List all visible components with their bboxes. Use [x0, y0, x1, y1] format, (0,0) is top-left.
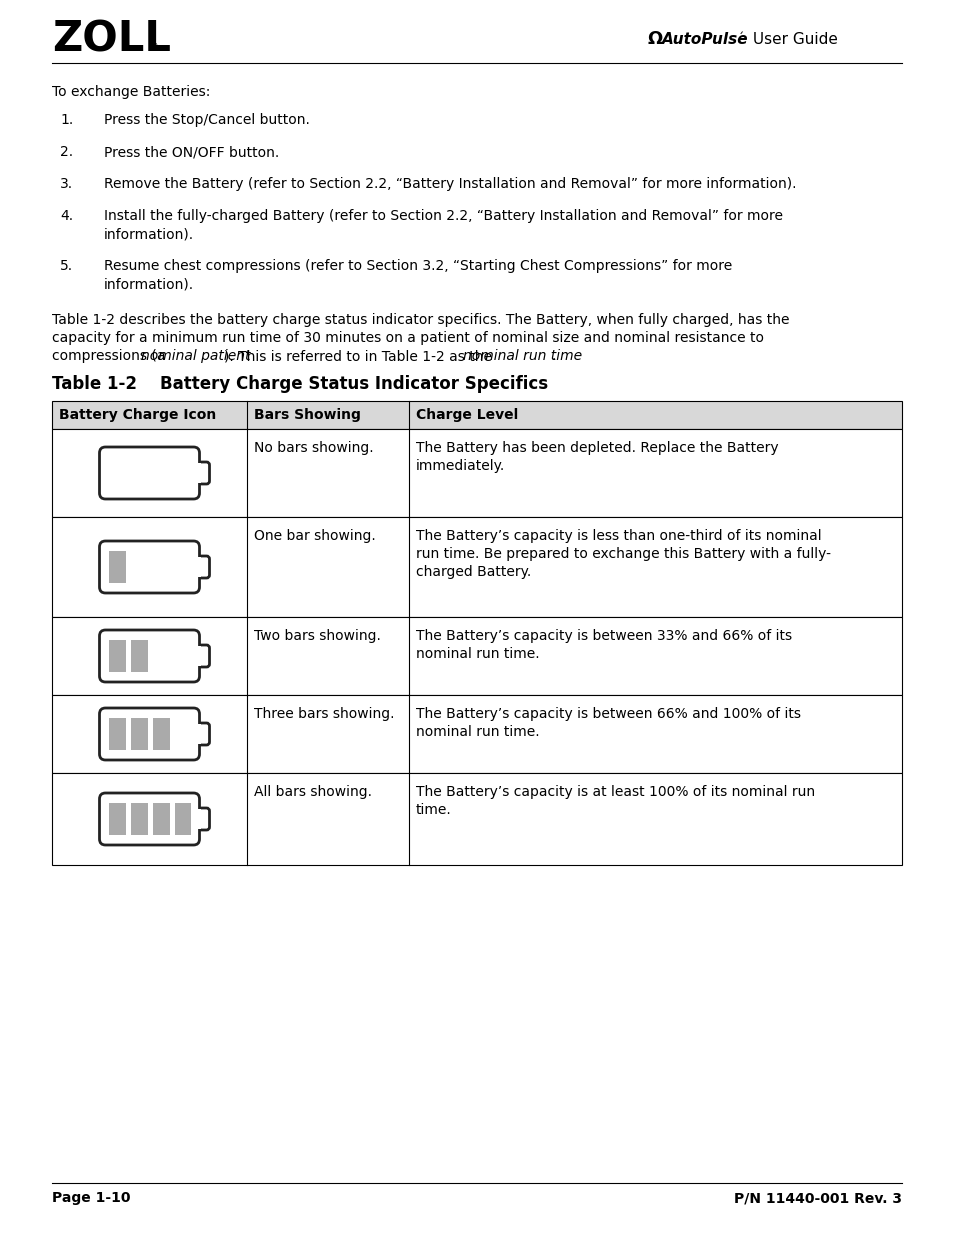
Text: time.: time.: [416, 803, 452, 818]
Text: Battery Charge Icon: Battery Charge Icon: [59, 408, 216, 422]
Text: The Battery’s capacity is less than one-third of its nominal: The Battery’s capacity is less than one-…: [416, 529, 821, 543]
Text: Page 1-10: Page 1-10: [52, 1191, 131, 1205]
Text: nominal run time.: nominal run time.: [416, 647, 539, 661]
Text: run time. Be prepared to exchange this Battery with a fully-: run time. Be prepared to exchange this B…: [416, 547, 830, 561]
Bar: [198, 463, 201, 483]
Text: The Battery’s capacity is at least 100% of its nominal run: The Battery’s capacity is at least 100% …: [416, 785, 814, 799]
Text: 4.: 4.: [60, 209, 73, 224]
Bar: [174, 804, 192, 835]
FancyBboxPatch shape: [198, 556, 210, 578]
FancyBboxPatch shape: [99, 793, 199, 845]
Text: 5.: 5.: [60, 259, 73, 273]
Bar: [132, 641, 148, 672]
Text: The Battery’s capacity is between 33% and 66% of its: The Battery’s capacity is between 33% an…: [416, 629, 791, 643]
Text: AutoPulse: AutoPulse: [661, 32, 748, 47]
Text: immediately.: immediately.: [416, 459, 505, 473]
FancyBboxPatch shape: [99, 708, 199, 760]
Text: .: .: [551, 350, 556, 363]
Bar: [52, 618, 901, 695]
FancyBboxPatch shape: [198, 722, 210, 745]
FancyBboxPatch shape: [99, 541, 199, 593]
Text: Press the Stop/Cancel button.: Press the Stop/Cancel button.: [104, 112, 310, 127]
FancyBboxPatch shape: [198, 462, 210, 484]
Bar: [110, 641, 126, 672]
Bar: [110, 719, 126, 750]
Bar: [152, 804, 170, 835]
Text: Resume chest compressions (refer to Section 3.2, “Starting Chest Compressions” f: Resume chest compressions (refer to Sect…: [104, 259, 732, 273]
Text: P/N 11440-001 Rev. 3: P/N 11440-001 Rev. 3: [733, 1191, 901, 1205]
Bar: [52, 695, 901, 773]
FancyBboxPatch shape: [198, 645, 210, 667]
Text: nominal run time: nominal run time: [462, 350, 581, 363]
Text: User Guide: User Guide: [747, 32, 837, 47]
Text: The Battery has been depleted. Replace the Battery: The Battery has been depleted. Replace t…: [416, 441, 778, 454]
Text: Bars Showing: Bars Showing: [253, 408, 360, 422]
Text: ZOLL: ZOLL: [52, 19, 171, 61]
Text: Three bars showing.: Three bars showing.: [253, 706, 395, 721]
Text: compressions (a: compressions (a: [52, 350, 170, 363]
Text: nominal patient: nominal patient: [141, 350, 250, 363]
Bar: [152, 719, 170, 750]
Text: Ω: Ω: [647, 30, 662, 48]
Text: The Battery’s capacity is between 66% and 100% of its: The Battery’s capacity is between 66% an…: [416, 706, 801, 721]
Bar: [52, 429, 901, 517]
Text: capacity for a minimum run time of 30 minutes on a patient of nominal size and n: capacity for a minimum run time of 30 mi…: [52, 331, 763, 345]
Bar: [52, 773, 901, 864]
Text: Remove the Battery (refer to Section 2.2, “Battery Installation and Removal” for: Remove the Battery (refer to Section 2.2…: [104, 177, 796, 191]
Bar: [132, 719, 148, 750]
FancyBboxPatch shape: [198, 808, 210, 830]
Text: nominal run time.: nominal run time.: [416, 725, 539, 739]
Bar: [198, 646, 201, 666]
Text: Table 1-2 describes the battery charge status indicator specifics. The Battery, : Table 1-2 describes the battery charge s…: [52, 312, 789, 327]
Text: 3.: 3.: [60, 177, 73, 191]
Text: All bars showing.: All bars showing.: [253, 785, 372, 799]
Bar: [132, 804, 148, 835]
Text: ). This is referred to in Table 1-2 as the: ). This is referred to in Table 1-2 as t…: [224, 350, 496, 363]
FancyBboxPatch shape: [99, 447, 199, 499]
Text: Charge Level: Charge Level: [416, 408, 517, 422]
Text: No bars showing.: No bars showing.: [253, 441, 374, 454]
Text: 2.: 2.: [60, 144, 73, 159]
Text: Two bars showing.: Two bars showing.: [253, 629, 380, 643]
Text: ®: ®: [148, 42, 159, 52]
Bar: [52, 517, 901, 618]
Text: Table 1-2    Battery Charge Status Indicator Specifics: Table 1-2 Battery Charge Status Indicato…: [52, 375, 548, 393]
Bar: [110, 804, 126, 835]
Bar: [52, 401, 901, 429]
Text: charged Battery.: charged Battery.: [416, 564, 531, 579]
Text: information).: information).: [104, 277, 193, 291]
Bar: [198, 809, 201, 829]
Text: Install the fully-charged Battery (refer to Section 2.2, “Battery Installation a: Install the fully-charged Battery (refer…: [104, 209, 782, 224]
Text: information).: information).: [104, 227, 193, 241]
Bar: [110, 551, 126, 583]
Text: ´: ´: [738, 32, 743, 46]
Text: One bar showing.: One bar showing.: [253, 529, 375, 543]
FancyBboxPatch shape: [99, 630, 199, 682]
Text: Press the ON/OFF button.: Press the ON/OFF button.: [104, 144, 279, 159]
Bar: [198, 557, 201, 577]
Text: 1.: 1.: [60, 112, 73, 127]
Text: To exchange Batteries:: To exchange Batteries:: [52, 85, 211, 99]
Bar: [198, 724, 201, 743]
